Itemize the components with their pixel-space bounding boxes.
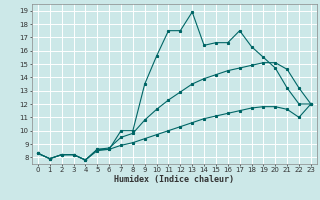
X-axis label: Humidex (Indice chaleur): Humidex (Indice chaleur) (115, 175, 234, 184)
